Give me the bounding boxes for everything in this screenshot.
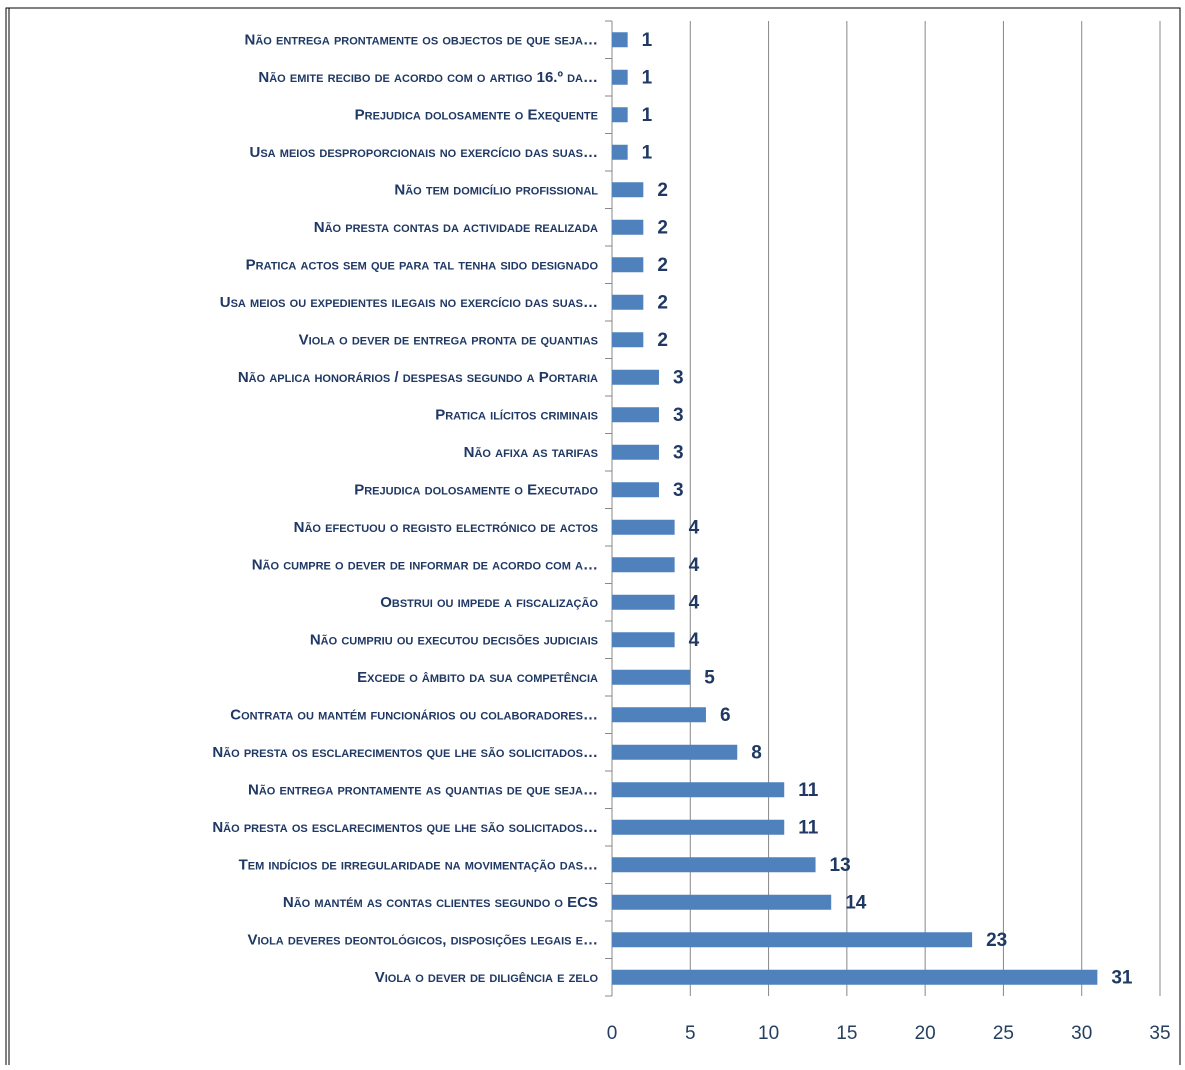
bar <box>612 932 973 948</box>
value-label: 1 <box>642 30 653 51</box>
bar <box>612 482 659 498</box>
x-tick-label: 15 <box>836 1023 857 1044</box>
value-label: 1 <box>642 67 653 88</box>
y-tick-label: Prejudica dolosamente o Exequente <box>355 107 598 124</box>
y-tick-label: Não aplica honorários / despesas segundo… <box>238 369 598 386</box>
value-label: 23 <box>986 930 1007 951</box>
bar <box>612 669 691 685</box>
y-tick-label: Não emite recibo de acordo com o artigo … <box>258 69 598 86</box>
x-tick-label: 10 <box>758 1023 779 1044</box>
value-label: 3 <box>673 367 684 388</box>
y-tick-label: Não efectuou o registo electrónico de ac… <box>294 519 598 536</box>
y-tick-label: Não entrega prontamente os objectos de q… <box>245 32 598 49</box>
bar <box>612 294 644 310</box>
bar <box>612 144 628 160</box>
bar <box>612 444 659 460</box>
value-label: 3 <box>673 480 684 501</box>
value-label: 5 <box>704 667 715 688</box>
y-tick-label: Não cumpre o dever de informar de acordo… <box>252 557 598 574</box>
bar <box>612 819 785 835</box>
bar <box>612 32 628 48</box>
bar <box>612 857 816 873</box>
y-tick-label: Contrata ou mantém funcionários ou colab… <box>230 707 598 724</box>
bar <box>612 257 644 273</box>
bar <box>612 782 785 798</box>
value-label: 31 <box>1111 967 1133 988</box>
y-tick-label: Usa meios ou expedientes ilegais no exer… <box>220 294 598 311</box>
bar <box>612 69 628 85</box>
value-label: 1 <box>642 105 653 126</box>
value-label: 2 <box>657 330 668 351</box>
bar <box>612 594 675 610</box>
bar <box>612 332 644 348</box>
bar <box>612 182 644 198</box>
value-label: 2 <box>657 255 668 276</box>
value-label: 2 <box>657 217 668 238</box>
y-tick-label: Usa meios desproporcionais no exercício … <box>250 144 599 161</box>
y-tick-label: Não cumpriu ou executou decisões judicia… <box>310 632 598 649</box>
bar <box>612 107 628 123</box>
value-label: 4 <box>689 517 700 538</box>
y-tick-label: Obstrui ou impede a fiscalização <box>380 594 598 611</box>
y-tick-label: Não mantém as contas clientes segundo o … <box>283 894 598 911</box>
y-tick-label: Não entrega prontamente as quantias de q… <box>248 782 598 799</box>
x-tick-label: 30 <box>1071 1023 1092 1044</box>
bar <box>612 407 659 423</box>
bar <box>612 369 659 385</box>
y-tick-label: Viola deveres deontológicos, disposições… <box>247 932 598 949</box>
value-label: 3 <box>673 442 684 463</box>
x-tick-label: 20 <box>915 1023 936 1044</box>
y-tick-label: Não presta os esclarecimentos que lhe sã… <box>212 819 598 836</box>
value-label: 4 <box>689 592 700 613</box>
value-label: 2 <box>657 292 668 313</box>
value-label: 4 <box>689 555 700 576</box>
bar <box>612 219 644 235</box>
bar <box>612 744 738 760</box>
y-tick-label: Não presta contas da actividade realizad… <box>314 219 598 236</box>
y-tick-label: Viola o dever de diligência e zelo <box>375 969 599 986</box>
value-label: 2 <box>657 180 668 201</box>
value-label: 11 <box>798 817 819 838</box>
bar <box>612 557 675 573</box>
value-label: 3 <box>673 405 684 426</box>
y-tick-label: Pratica ilícitos criminais <box>435 407 598 424</box>
value-label: 4 <box>689 630 700 651</box>
value-label: 8 <box>751 742 762 763</box>
bar <box>612 969 1098 985</box>
y-tick-label: Não presta os esclarecimentos que lhe sã… <box>212 744 598 761</box>
value-label: 13 <box>830 855 851 876</box>
bar <box>612 519 675 535</box>
x-tick-label: 35 <box>1149 1023 1170 1044</box>
x-tick-label: 0 <box>607 1023 618 1044</box>
x-tick-label: 5 <box>685 1023 696 1044</box>
y-tick-label: Não tem domicílio profissional <box>394 182 598 199</box>
y-tick-label: Tem indícios de irregularidade na movime… <box>239 857 598 874</box>
bar <box>612 894 832 910</box>
bar <box>612 632 675 648</box>
value-label: 1 <box>642 142 653 163</box>
y-tick-label: Não afixa as tarifas <box>464 444 598 461</box>
y-tick-label: Excede o âmbito da sua competência <box>357 669 598 686</box>
value-label: 11 <box>798 780 819 801</box>
value-label: 6 <box>720 705 731 726</box>
x-tick-label: 25 <box>993 1023 1014 1044</box>
y-tick-label: Viola o dever de entrega pronta de quant… <box>299 332 598 349</box>
bar <box>612 707 706 723</box>
y-tick-label: Pratica actos sem que para tal tenha sid… <box>246 257 599 274</box>
value-label: 14 <box>845 892 867 913</box>
y-tick-label: Prejudica dolosamente o Executado <box>354 482 598 499</box>
